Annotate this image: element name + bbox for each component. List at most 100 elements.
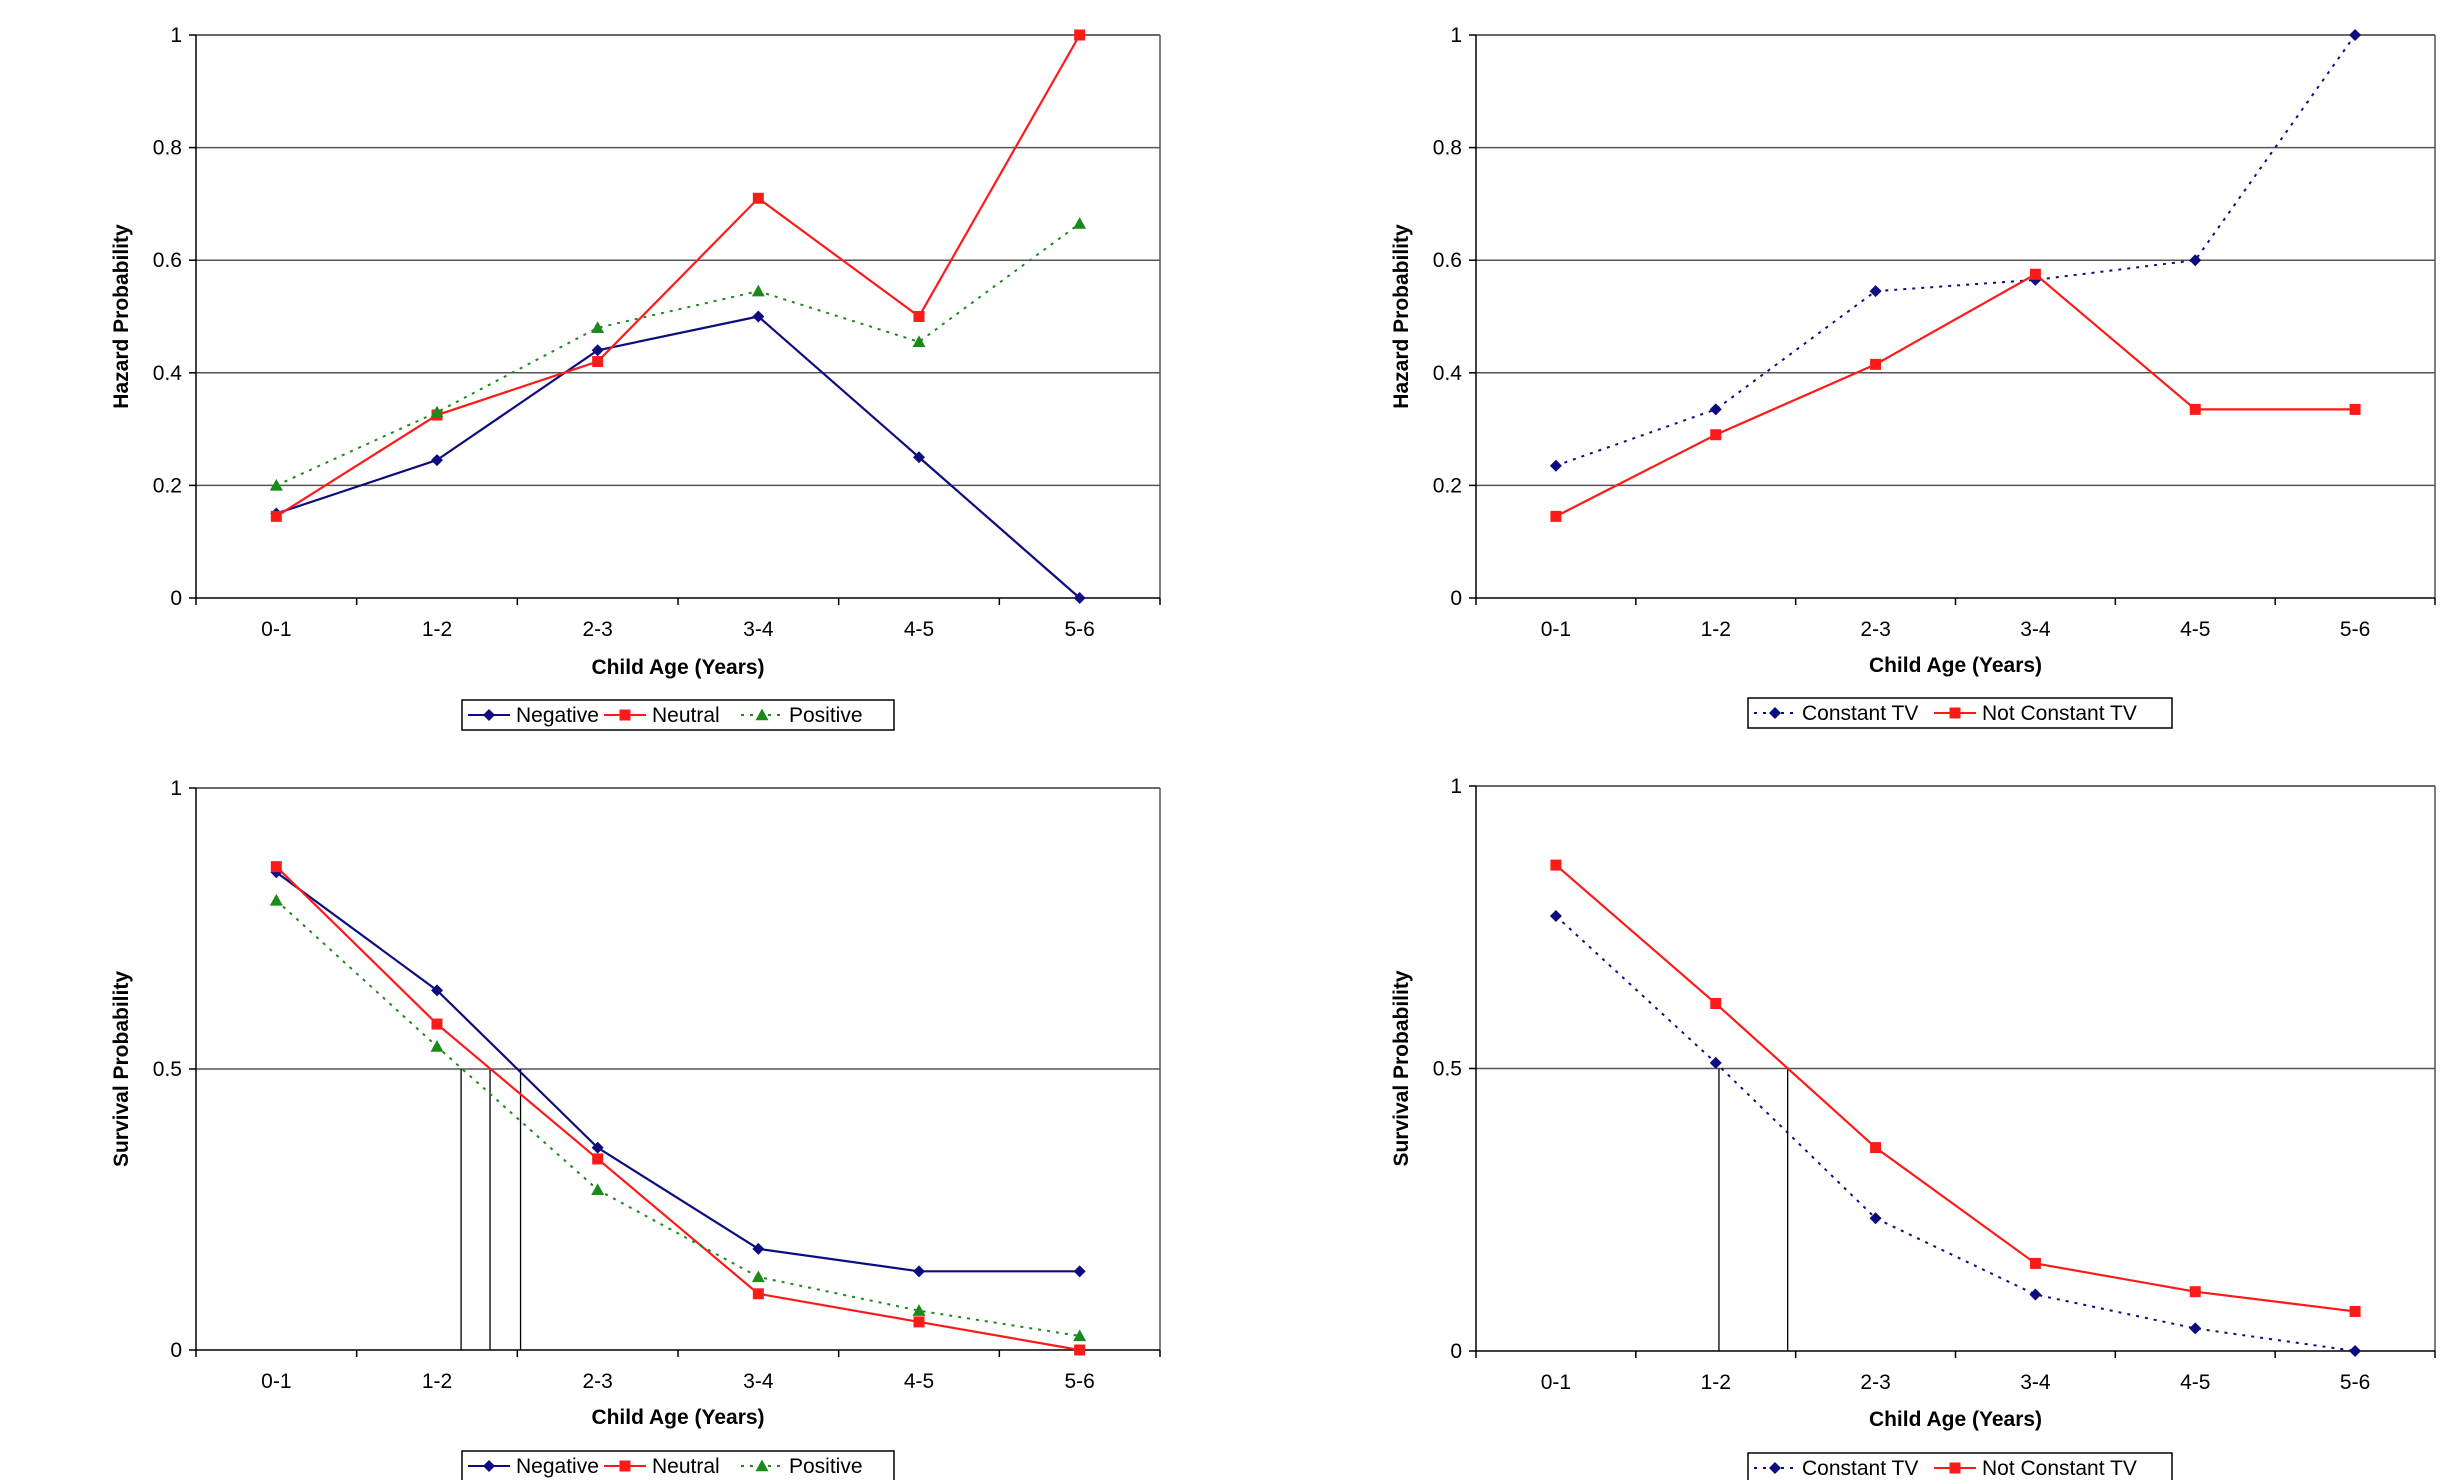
y-tick-label: 0: [1450, 1340, 1462, 1363]
chart-survival-valence: 0 0.5 1 0-1 1-2 2-3 3-4 4-5 5-6 Child Age (Years)…: [110, 777, 1161, 1480]
x-tick-label: 0-1: [1541, 618, 1571, 641]
legend-label: Negative: [516, 1455, 599, 1478]
y-tick-label: 0.4: [153, 362, 183, 385]
x-tick-label: 5-6: [2340, 1371, 2370, 1394]
legend-marker: [755, 1459, 769, 1472]
legend-marker: [1769, 1462, 1781, 1474]
data-point: [591, 1141, 604, 1154]
data-point: [1549, 909, 1562, 922]
data-point: [2349, 403, 2361, 415]
y-tick-label: 0.5: [153, 1058, 182, 1081]
x-tick-label: 1-2: [1701, 618, 1731, 641]
data-point: [1550, 510, 1562, 522]
data-point: [1710, 429, 1722, 441]
data-point: [2349, 1305, 2361, 1317]
data-point: [1549, 459, 1562, 472]
series-line: [1555, 34, 2356, 467]
data-point: [430, 405, 444, 418]
data-point: [269, 893, 283, 906]
data-point: [1550, 859, 1562, 871]
x-tick-label: 1-2: [1701, 1371, 1731, 1394]
series-line: [1555, 272, 2356, 518]
data-point: [591, 1183, 605, 1196]
data-point: [913, 1316, 925, 1328]
legend-marker: [1949, 1462, 1961, 1474]
data-point: [591, 344, 604, 357]
series-positive: [269, 893, 1087, 1342]
data-point: [912, 335, 926, 348]
y-axis-title: Survival Probability: [1390, 970, 1413, 1166]
data-point: [913, 1265, 925, 1278]
x-tick-label: 3-4: [2020, 1371, 2051, 1394]
x-tick-label: 2-3: [582, 1370, 612, 1393]
y-tick-label: 1: [170, 777, 182, 800]
series-line: [1555, 915, 2356, 1352]
data-point: [1869, 1212, 1882, 1225]
series-neutral: [270, 29, 1086, 522]
legend-label: Not Constant TV: [1982, 702, 2137, 725]
x-axis-title: Child Age (Years): [1869, 1408, 2042, 1431]
series-line: [275, 222, 1081, 487]
y-tick-label: 0: [170, 1339, 182, 1362]
y-tick-label: 0.5: [1433, 1058, 1462, 1081]
y-tick-label: 1: [1450, 24, 1462, 47]
x-tick-label: 3-4: [743, 1370, 774, 1393]
legend-label: Constant TV: [1802, 1457, 1918, 1480]
x-axis-title: Child Age (Years): [591, 1406, 764, 1429]
legend-label: Positive: [789, 704, 863, 727]
x-axis-title: Child Age (Years): [1869, 654, 2042, 677]
y-axis-title: Survival Probability: [110, 971, 133, 1167]
y-tick-label: 0.2: [153, 474, 182, 497]
legend: Negative Neutral Positive: [461, 1450, 895, 1480]
data-point: [751, 1270, 765, 1283]
series-constant-tv: [1549, 909, 2362, 1357]
data-point: [2189, 403, 2201, 415]
legend-marker: [619, 1460, 631, 1472]
data-point: [431, 454, 443, 467]
x-tick-label: 4-5: [2180, 618, 2210, 641]
data-point: [913, 451, 925, 464]
x-tick-label: 3-4: [743, 618, 774, 641]
data-point: [752, 1288, 764, 1300]
data-point: [1073, 1265, 1086, 1278]
y-axis-title: Hazard Probability: [110, 224, 133, 409]
chart-hazard-tv: 0 0.2 0.4 0.6 0.8 1 0-1 1-2 2-3 3-4 4-5 5-6 Child Ag…: [1390, 24, 2436, 729]
data-point: [269, 478, 283, 491]
y-tick-label: 0.8: [1433, 137, 1462, 160]
data-point: [1710, 998, 1722, 1010]
series-neutral: [270, 861, 1086, 1356]
data-point: [2189, 1286, 2201, 1298]
series-line: [275, 865, 1080, 1352]
x-tick-label: 2-3: [1860, 1371, 1890, 1394]
x-tick-label: 3-4: [2020, 618, 2051, 641]
data-point: [1073, 1329, 1087, 1342]
legend-label: Neutral: [652, 1455, 720, 1478]
series-constant-tv: [1549, 29, 2362, 472]
data-point: [2349, 1345, 2362, 1357]
legend-label: Neutral: [652, 704, 720, 727]
data-point: [2349, 29, 2362, 41]
legend-label: Positive: [789, 1455, 863, 1478]
legend: Negative Neutral Positive: [461, 699, 895, 731]
data-point: [592, 356, 604, 368]
legend: Constant TV Not Constant TV: [1747, 1452, 2173, 1480]
series-not-constant-tv: [1550, 859, 2361, 1317]
series-line: [275, 899, 1080, 1337]
x-tick-label: 1-2: [422, 618, 452, 641]
y-tick-label: 0.8: [153, 137, 182, 160]
x-tick-label: 4-5: [904, 1370, 934, 1393]
x-tick-label: 4-5: [904, 618, 934, 641]
data-point: [1074, 29, 1086, 41]
data-point: [913, 311, 925, 322]
chart-hazard-valence: 0 0.2 0.4 0.6 0.8 1 0-1 1-2 2-3 3-4 4-5 5-6 Child Ag…: [110, 24, 1161, 731]
legend-marker: [483, 1460, 495, 1472]
data-point: [1869, 285, 1882, 298]
data-point: [2189, 254, 2202, 267]
legend-marker: [619, 709, 631, 721]
y-tick-label: 0.6: [153, 249, 182, 272]
data-point: [912, 1304, 926, 1316]
y-tick-label: 0.6: [1433, 249, 1462, 272]
series-line: [275, 34, 1081, 518]
data-point: [2189, 1322, 2202, 1335]
y-tick-label: 1: [1450, 775, 1462, 798]
